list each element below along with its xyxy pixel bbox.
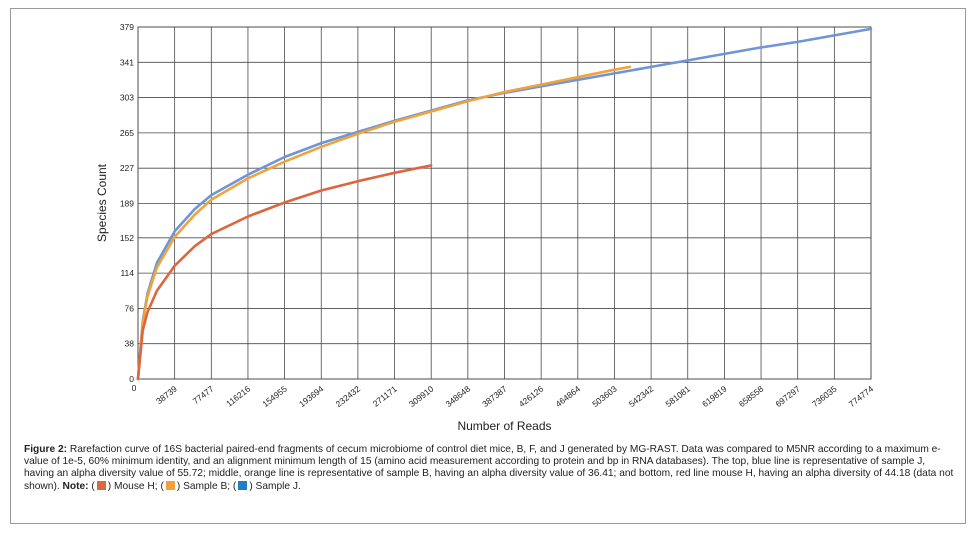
figure-frame [10,8,966,524]
x-tick-label: 736035 [810,384,839,410]
legend-item-sample-b: () Sample B; [160,480,233,492]
x-tick-label: 581081 [663,384,692,410]
x-tick-label: 348648 [444,384,473,410]
note-label: Note: [62,480,89,492]
x-tick-label: 154955 [260,384,289,410]
x-tick-label: 503603 [590,384,619,410]
y-tick-label: 38 [125,339,135,349]
legend-swatch-mouse-h [96,480,106,490]
y-tick-label: 227 [120,163,134,173]
y-tick-label: 76 [125,303,135,313]
y-tick-label: 265 [120,128,134,138]
series-line-sample-b [136,65,632,381]
x-tick-label: 232432 [334,384,363,410]
x-tick-label: 116216 [224,384,252,409]
caption-label: Figure 2: [24,444,68,455]
legend-swatch-sample-j [238,480,248,490]
x-tick-label: 774774 [847,384,876,410]
x-tick-label: 387387 [480,384,509,410]
x-tick-label: 0 [132,383,137,393]
legend-swatch-sample-b [165,480,175,490]
y-tick-label: 152 [120,233,134,243]
caption-text: Rarefaction curve of 16S bacterial paire… [24,444,954,492]
y-tick-label: 0 [129,374,134,384]
legend-item-mouse-h: () Mouse H; [88,480,161,492]
rarefaction-chart: 0 38 76 114 152 189 227 265 303 341 379 0 38739 77477… [95,22,876,433]
y-tick-label: 303 [120,93,134,103]
legend-item-sample-j: () Sample J. [232,480,301,492]
x-tick-label: 193694 [297,384,326,410]
x-tick-label: 309910 [407,384,436,410]
y-tick-label: 114 [120,268,134,278]
x-tick-label: 464864 [554,384,583,410]
y-axis-title: Species Count [95,163,109,242]
x-tick-label: 38739 [154,384,179,407]
x-tick-label: 77477 [191,384,216,407]
y-tick-label: 189 [120,198,134,208]
x-axis-title: Number of Reads [457,419,551,433]
x-tick-label: 542342 [627,384,656,410]
x-tick-label: 426126 [517,384,546,410]
x-tick-label: 619819 [700,384,729,410]
y-tick-label: 341 [120,57,134,67]
x-tick-label: 697297 [773,384,802,410]
figure-caption: Figure 2: Rarefaction curve of 16S bacte… [24,444,954,493]
x-tick-label: 271171 [371,384,399,409]
series-line-mouse-h [136,164,433,381]
x-tick-label: 658558 [737,384,766,410]
y-tick-label: 379 [120,22,134,32]
